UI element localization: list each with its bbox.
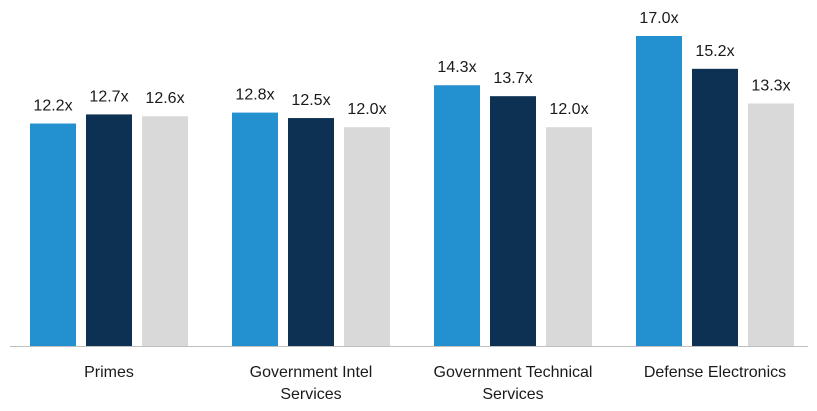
value-label-0-0: 12.2x: [33, 98, 72, 115]
value-label-1-1: 12.5x: [291, 92, 330, 109]
category-label-line: Defense Electronics: [644, 364, 786, 381]
category-label-1: Government Intel Services: [250, 364, 373, 403]
value-label-0-1: 12.7x: [89, 88, 128, 105]
value-labels-group: 12.2x 12.7x 12.6x 12.8x 12.5x 12.0x 14.3x 13.7x…: [33, 10, 790, 118]
value-label-2-1: 13.7x: [493, 70, 532, 87]
category-label-line: Services: [482, 386, 543, 403]
category-label-line: Government Intel: [250, 364, 373, 381]
value-label-0-2: 12.6x: [145, 90, 184, 107]
value-label-3-0: 17.0x: [639, 10, 678, 27]
bar-1-0: [232, 112, 278, 347]
category-label-0: Primes: [84, 364, 134, 381]
category-label-3: Defense Electronics: [644, 364, 786, 381]
value-label-2-0: 14.3x: [437, 59, 476, 76]
value-label-3-2: 13.3x: [751, 77, 790, 94]
category-labels-group: Primes Government Intel ServicesGovernment…: [84, 364, 786, 403]
value-label-2-2: 12.0x: [549, 101, 588, 118]
bar-3-2: [748, 103, 794, 347]
bar-3-0: [636, 36, 682, 346]
bar-0-0: [30, 123, 76, 346]
category-label-line: Government Technical: [434, 364, 593, 381]
bar-0-2: [142, 116, 188, 346]
category-label-line: Primes: [84, 364, 134, 381]
category-label-2: Government Technical Services: [434, 364, 593, 403]
bar-0-1: [86, 114, 132, 346]
bar-2-0: [434, 85, 480, 346]
value-label-1-0: 12.8x: [235, 87, 274, 104]
bar-2-1: [490, 96, 536, 346]
bar-1-1: [288, 118, 334, 346]
value-label-3-1: 15.2x: [695, 43, 734, 60]
value-label-1-2: 12.0x: [347, 101, 386, 118]
bar-2-2: [546, 127, 592, 346]
bar-1-2: [344, 127, 390, 346]
bar-3-1: [692, 68, 738, 346]
category-label-line: Services: [280, 386, 341, 403]
bars-group: [30, 36, 794, 347]
